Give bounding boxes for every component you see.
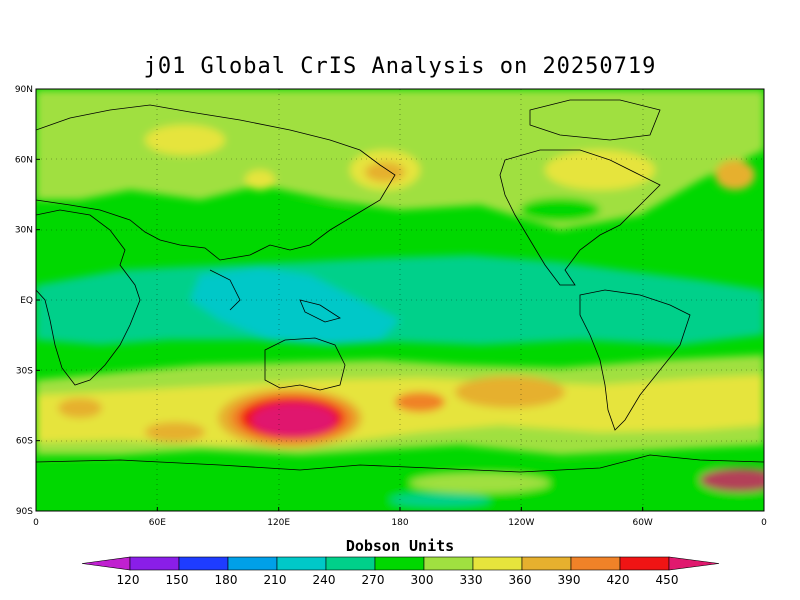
coastlines — [36, 99, 764, 473]
lon-tick-label: 120W — [508, 518, 534, 528]
lon-tick-label: 180 — [391, 518, 408, 528]
colorbar-level-label: 420 — [607, 573, 630, 587]
colorbar: 120 150 180 210 240 270 300 330 360 390 420 450 — [81, 556, 720, 587]
colorbar-level-label: 300 — [411, 573, 434, 587]
colorbar-high-arrow — [668, 556, 720, 571]
lat-tick-label: 30S — [16, 366, 33, 376]
colorbar-segment — [423, 556, 474, 571]
lon-tick-label: 60E — [149, 518, 166, 528]
longitude-axis: 0 60E 120E 180 120W 60W 0 — [33, 507, 767, 528]
lat-tick-label: EQ — [20, 296, 33, 306]
lat-tick-label: 90N — [15, 85, 33, 95]
colorbar-segment — [374, 556, 425, 571]
ozone-field — [36, 89, 764, 511]
colorbar-level-label: 120 — [117, 573, 140, 587]
colorbar-level-label: 270 — [362, 573, 385, 587]
colorbar-segment — [178, 556, 229, 571]
colorbar-segment — [325, 556, 376, 571]
lat-tick-label: 90S — [16, 507, 33, 517]
colorbar-level-label: 210 — [264, 573, 287, 587]
colorbar-level-label: 360 — [509, 573, 532, 587]
colorbar-segment — [129, 556, 180, 571]
latitude-axis: 90N 60N 30N EQ 30S 60S 90S — [15, 85, 40, 517]
lat-tick-label: 60N — [15, 155, 33, 165]
colorbar-level-label: 330 — [460, 573, 483, 587]
colorbar-segment — [472, 556, 523, 571]
colorbar-level-label: 240 — [313, 573, 336, 587]
colorbar-level-label: 390 — [558, 573, 581, 587]
colorbar-low-arrow — [81, 556, 131, 571]
lon-tick-label: 0 — [33, 518, 39, 528]
colorbar-level-label: 150 — [166, 573, 189, 587]
colorbar-segment — [521, 556, 572, 571]
colorbar-segment — [619, 556, 670, 571]
lon-tick-label: 0 — [761, 518, 767, 528]
lon-tick-label: 120E — [267, 518, 290, 528]
colorbar-segment — [227, 556, 278, 571]
colorbar-level-label: 450 — [656, 573, 679, 587]
colorbar-title: Dobson Units — [345, 537, 455, 555]
map-title: j01 Global CrIS Analysis on 20250719 — [143, 54, 657, 79]
lat-tick-label: 60S — [16, 437, 33, 447]
colorbar-segment — [276, 556, 327, 571]
lon-tick-label: 60W — [632, 518, 652, 528]
colorbar-level-label: 180 — [215, 573, 238, 587]
lat-tick-label: 30N — [15, 226, 33, 236]
graticule — [36, 89, 764, 511]
colorbar-segment — [570, 556, 621, 571]
